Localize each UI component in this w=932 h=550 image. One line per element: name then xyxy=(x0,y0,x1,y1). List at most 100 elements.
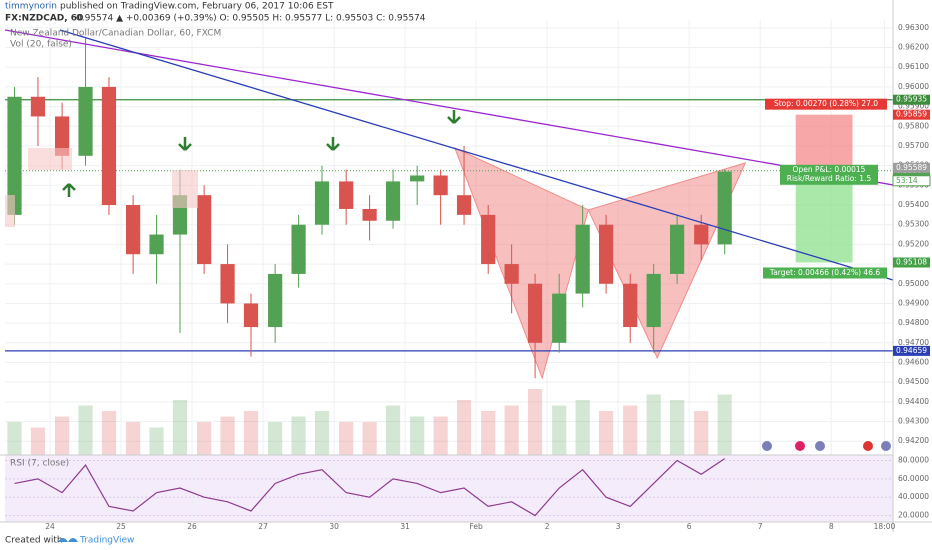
candle-body xyxy=(410,175,425,182)
candle-body xyxy=(243,303,259,328)
x-tick-label: 6 xyxy=(687,522,692,531)
highlight-box xyxy=(28,148,72,170)
candle-body xyxy=(362,208,377,221)
candle-body xyxy=(385,181,401,221)
candle-body xyxy=(54,116,70,156)
volume-bar xyxy=(268,422,283,455)
y-tick-label: 0.95900 xyxy=(898,102,929,111)
volume-bar xyxy=(456,400,472,455)
highlight-box xyxy=(172,170,198,208)
volume-bar xyxy=(172,400,188,455)
volume-bar xyxy=(410,416,425,455)
y-tick-label: 0.94500 xyxy=(898,377,929,386)
volume-bar xyxy=(101,411,117,455)
y-tick-label: 0.94400 xyxy=(898,397,929,406)
volume-bar xyxy=(717,394,732,455)
volume-bar xyxy=(646,394,661,455)
volume-bar xyxy=(220,416,235,455)
price-label: 0.95108 xyxy=(896,257,927,266)
volume-study: Vol (20, false) xyxy=(10,40,72,50)
trend-line xyxy=(59,29,894,281)
target-zone xyxy=(795,170,853,263)
countdown-bg xyxy=(892,175,931,187)
candle-body xyxy=(504,264,519,284)
volume-bar xyxy=(362,422,377,455)
rsi-study: RSI (7, close) xyxy=(10,459,69,469)
candle-body xyxy=(717,171,732,245)
candle-body xyxy=(197,195,212,265)
candle-body xyxy=(220,264,235,304)
candle-body xyxy=(694,224,709,245)
x-tick-label: 7 xyxy=(758,522,763,531)
symbol: FX:NZDCAD, 60 xyxy=(5,14,83,24)
volume-bar xyxy=(30,427,46,455)
price-label: 0.95589 xyxy=(896,163,927,172)
y-tick-label: 0.94700 xyxy=(898,338,929,347)
price-label: 0.95935 xyxy=(896,95,927,104)
rsi-tick-label: 60.0000 xyxy=(898,474,929,483)
candle-body xyxy=(30,96,46,117)
logo xyxy=(58,538,78,542)
volume-bar xyxy=(504,405,519,455)
volume-bar xyxy=(481,411,496,455)
arrow-down xyxy=(447,110,461,124)
price-label-bg xyxy=(893,257,930,268)
candle-body xyxy=(149,234,164,255)
volume-bar xyxy=(385,405,401,455)
volume-bar xyxy=(291,416,306,455)
x-tick-label: 26 xyxy=(187,522,197,531)
y-tick-label: 0.94800 xyxy=(898,318,929,327)
x-tick-label: 24 xyxy=(45,522,55,531)
volume-bar xyxy=(552,405,567,455)
pnl-label: Open P&L: 0.00015 xyxy=(793,165,866,174)
volume-bar xyxy=(243,411,259,455)
event-icons xyxy=(762,441,891,451)
arrow-down xyxy=(326,137,340,151)
price-label: 0.95859 xyxy=(896,110,927,119)
volume-bar xyxy=(433,416,448,455)
candle-body xyxy=(598,224,614,284)
volume-bar xyxy=(527,389,543,455)
candle-body xyxy=(623,283,638,328)
stop-zone xyxy=(795,114,853,171)
position-label: Stop: 0.00270 (0.28%) 27.0 xyxy=(774,99,878,108)
candle-body xyxy=(670,224,685,274)
ratio-label: Risk/Reward Ratio: 1.5 xyxy=(787,174,872,183)
x-tick-label: 2 xyxy=(545,522,550,531)
x-tick-label: 3 xyxy=(616,522,621,531)
footer-brand: TradingView xyxy=(79,536,134,546)
volume-bar xyxy=(670,400,685,455)
y-tick-label: 0.95400 xyxy=(898,200,929,209)
published: published on TradingView.com, February 0… xyxy=(60,2,334,12)
y-tick-label: 0.94600 xyxy=(898,357,929,366)
highlight-box xyxy=(5,195,15,227)
price-label-bg xyxy=(893,162,930,173)
candle-body xyxy=(339,181,354,209)
pnl-box xyxy=(780,164,878,185)
volume-bar xyxy=(126,422,141,455)
rsi-band xyxy=(5,455,893,522)
volume-bar xyxy=(149,427,164,455)
quote: 0.95574 ▲ +0.00369 (+0.39%) O: 0.95505 H… xyxy=(76,14,426,24)
position-label-bg xyxy=(763,267,887,279)
footer-created: Created with xyxy=(5,536,63,546)
volume-bar xyxy=(694,411,709,455)
y-tick-label: 0.95300 xyxy=(898,220,929,229)
author: timmynorin xyxy=(5,2,57,12)
volume-bar xyxy=(623,405,638,455)
y-tick-label: 0.95800 xyxy=(898,121,929,130)
candle-body xyxy=(552,293,567,343)
candle-body xyxy=(646,273,661,328)
candle-body xyxy=(78,86,93,156)
price-label-bg xyxy=(893,94,930,105)
candle-body xyxy=(575,224,590,294)
y-tick-label: 0.96100 xyxy=(898,62,929,71)
arrow-down xyxy=(178,137,192,151)
x-tick-label: 25 xyxy=(116,522,126,531)
volume-bar xyxy=(197,422,212,455)
candle-body xyxy=(291,224,306,274)
price-label-bg xyxy=(893,109,930,120)
y-tick-label: 0.94200 xyxy=(898,436,929,445)
candle-body xyxy=(126,205,141,255)
position-label: Target: 0.00466 (0.42%) 46.6 xyxy=(769,268,881,277)
